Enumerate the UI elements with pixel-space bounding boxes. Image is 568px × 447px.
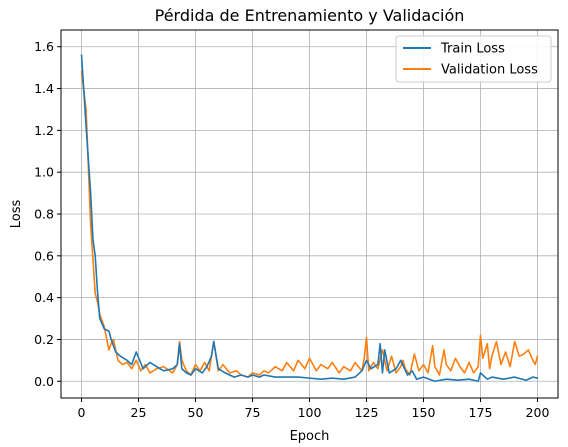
y-tick-label: 1.2: [34, 123, 54, 138]
y-tick-label: 1.0: [34, 165, 54, 180]
x-tick-label: 50: [188, 405, 204, 420]
y-tick-label: 1.4: [34, 81, 54, 96]
x-tick-label: 200: [526, 405, 550, 420]
y-tick-label: 0.6: [34, 248, 54, 263]
x-tick-label: 75: [245, 405, 261, 420]
x-tick-label: 125: [355, 405, 379, 420]
series-lines: [80, 54, 539, 383]
x-tick-label: 175: [469, 405, 493, 420]
x-tick-label: 0: [78, 405, 86, 420]
y-tick-label: 1.6: [34, 39, 54, 54]
series-line-train-loss: [80, 54, 539, 383]
legend-label-validation: Validation Loss: [441, 63, 538, 78]
x-axis-label: Epoch: [290, 429, 330, 444]
series-line-validation-loss: [80, 71, 539, 378]
y-tick-label: 0.2: [34, 332, 54, 347]
axis-ticks: 0 25 50 75 100 125 150 175 200 0.0 0.2 0.4 0.6 0.8 1.0…: [34, 39, 549, 420]
x-tick-label: 150: [412, 405, 436, 420]
grid: [61, 30, 558, 398]
y-axis-label: Loss: [9, 200, 24, 229]
chart-title: Pérdida de Entrenamiento y Validación: [155, 6, 465, 25]
x-tick-label: 100: [298, 405, 322, 420]
legend: Train Loss Validation Loss: [395, 35, 552, 83]
x-tick-label: 25: [131, 405, 147, 420]
legend-box: [395, 35, 552, 83]
y-tick-label: 0.0: [34, 374, 54, 389]
y-tick-label: 0.8: [34, 207, 54, 222]
y-tick-label: 0.4: [34, 290, 54, 305]
legend-label-train: Train Loss: [440, 42, 505, 57]
